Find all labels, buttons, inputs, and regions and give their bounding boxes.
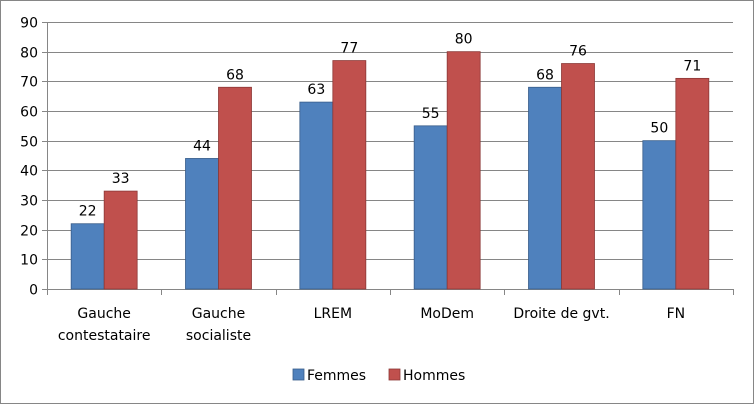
bar-femmes-3 bbox=[413, 125, 448, 290]
category-label-line: Gauche bbox=[192, 306, 245, 322]
y-tick-label-40: 40 bbox=[20, 164, 38, 180]
y-tick-label-90: 90 bbox=[20, 16, 38, 32]
data-label-hommes-3: 80 bbox=[455, 32, 473, 48]
category-label-5: FN bbox=[667, 306, 686, 322]
legend-swatch-femmes bbox=[292, 368, 305, 381]
axes: 0 10 20 30 40 50 60 70 80 90 bbox=[20, 16, 734, 299]
category-label-line: contestataire bbox=[58, 328, 151, 344]
category-label-line: MoDem bbox=[420, 306, 474, 322]
data-label-femmes-4: 68 bbox=[536, 67, 554, 83]
legend-swatch-hommes bbox=[388, 368, 401, 381]
data-label-femmes-2: 63 bbox=[307, 82, 325, 98]
data-label-hommes-1: 68 bbox=[226, 67, 244, 83]
category-label-line: Gauche bbox=[77, 306, 130, 322]
data-label-femmes-1: 44 bbox=[193, 138, 211, 154]
bar-hommes-1 bbox=[218, 86, 252, 290]
bar-hommes-0 bbox=[103, 190, 138, 290]
category-label-1: Gauche socialiste bbox=[186, 306, 251, 344]
bar-hommes-5 bbox=[675, 77, 710, 290]
category-labels: Gauche contestataire Gauche socialiste LREM M… bbox=[58, 306, 685, 344]
bar-femmes-0 bbox=[70, 223, 105, 290]
category-label-0: Gauche contestataire bbox=[58, 306, 151, 344]
y-tick-label-80: 80 bbox=[20, 46, 38, 62]
bar-femmes-2 bbox=[299, 101, 334, 290]
y-tick-label-10: 10 bbox=[20, 253, 38, 269]
category-label-line: socialiste bbox=[186, 328, 251, 344]
bar-hommes-4 bbox=[561, 63, 595, 290]
bars bbox=[70, 51, 710, 290]
data-label-femmes-3: 55 bbox=[422, 106, 440, 122]
category-label-2: LREM bbox=[314, 306, 352, 322]
category-label-line: LREM bbox=[314, 306, 352, 322]
data-label-hommes-4: 76 bbox=[569, 44, 587, 60]
data-label-femmes-0: 22 bbox=[79, 204, 97, 220]
category-label-3: MoDem bbox=[420, 306, 474, 322]
data-label-femmes-5: 50 bbox=[650, 121, 668, 137]
category-label-4: Droite de gvt. bbox=[513, 306, 609, 322]
y-tick-label-20: 20 bbox=[20, 224, 38, 240]
bar-hommes-3 bbox=[446, 51, 481, 290]
bar-femmes-1 bbox=[185, 158, 219, 290]
bar-femmes-4 bbox=[528, 86, 562, 290]
y-tick-label-0: 0 bbox=[29, 283, 38, 299]
bar-hommes-2 bbox=[332, 60, 367, 290]
bar-femmes-5 bbox=[642, 140, 677, 290]
legend: Femmes Hommes bbox=[292, 368, 465, 384]
category-label-line: FN bbox=[667, 306, 686, 322]
gridlines bbox=[47, 22, 733, 260]
data-label-hommes-0: 33 bbox=[112, 171, 130, 187]
y-tick-label-60: 60 bbox=[20, 105, 38, 121]
data-label-hommes-5: 71 bbox=[683, 58, 701, 74]
y-tick-label-70: 70 bbox=[20, 75, 38, 91]
y-tick-label-50: 50 bbox=[20, 135, 38, 151]
category-label-line: Droite de gvt. bbox=[513, 306, 609, 322]
y-tick-label-30: 30 bbox=[20, 194, 38, 210]
legend-label-hommes: Hommes bbox=[403, 368, 465, 384]
data-labels: 22 33 44 68 63 77 55 80 68 76 50 71 bbox=[79, 32, 701, 220]
legend-label-femmes: Femmes bbox=[307, 368, 366, 384]
data-label-hommes-2: 77 bbox=[340, 41, 358, 57]
